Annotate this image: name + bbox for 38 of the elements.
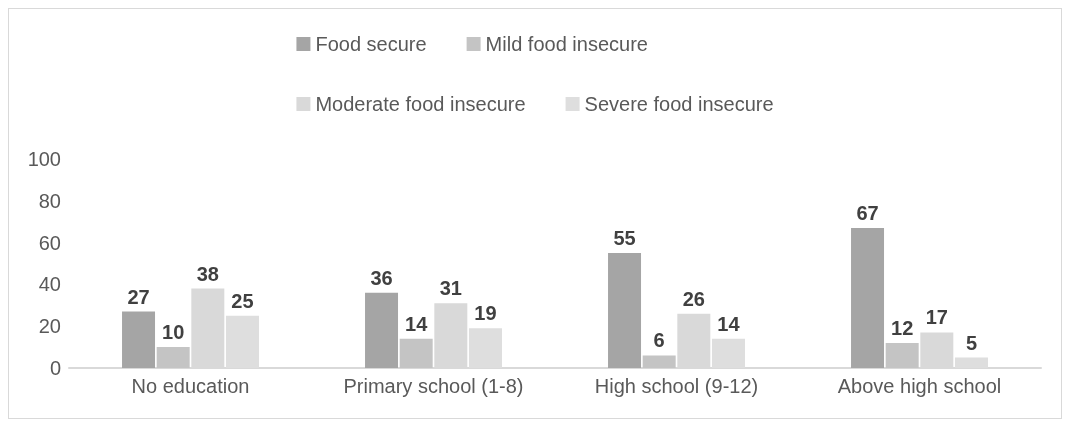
y-tick-label: 80 bbox=[38, 189, 61, 212]
x-tick-label: No education bbox=[131, 375, 250, 397]
data-label: 19 bbox=[474, 302, 497, 325]
data-label: 10 bbox=[162, 321, 185, 344]
legend-label: Severe food insecure bbox=[584, 93, 774, 115]
bar bbox=[885, 342, 919, 368]
data-label: 17 bbox=[925, 306, 948, 329]
bar bbox=[642, 355, 676, 368]
bar bbox=[399, 338, 433, 368]
data-label: 31 bbox=[439, 277, 462, 300]
bar bbox=[156, 347, 190, 368]
legend-label: Mild food insecure bbox=[485, 33, 648, 55]
data-label: 26 bbox=[682, 287, 705, 310]
data-label: 67 bbox=[856, 201, 879, 224]
data-label: 38 bbox=[196, 262, 219, 285]
data-label: 5 bbox=[965, 331, 978, 354]
data-label: 36 bbox=[370, 266, 393, 289]
data-label: 55 bbox=[613, 227, 636, 250]
bar bbox=[122, 311, 156, 368]
data-label: 27 bbox=[127, 285, 150, 308]
data-label: 25 bbox=[231, 289, 254, 312]
y-tick-label: 40 bbox=[38, 273, 61, 296]
bar bbox=[365, 292, 399, 368]
y-tick-label: 100 bbox=[27, 148, 61, 170]
x-tick-label: Primary school (1-8) bbox=[343, 375, 524, 397]
x-tick-label: High school (9-12) bbox=[594, 375, 759, 397]
x-tick-label: Above high school bbox=[837, 375, 1002, 397]
y-tick-label: 0 bbox=[49, 357, 61, 379]
bar bbox=[851, 227, 885, 368]
bar bbox=[608, 253, 642, 368]
y-tick-label: 60 bbox=[38, 231, 61, 254]
legend-label: Moderate food insecure bbox=[315, 93, 526, 115]
y-tick-label: 20 bbox=[38, 315, 61, 338]
data-label: 14 bbox=[405, 312, 429, 335]
data-label: 6 bbox=[653, 329, 665, 352]
data-label: 14 bbox=[717, 312, 741, 335]
data-label: 12 bbox=[891, 316, 914, 339]
legend-label: Food secure bbox=[315, 33, 427, 55]
